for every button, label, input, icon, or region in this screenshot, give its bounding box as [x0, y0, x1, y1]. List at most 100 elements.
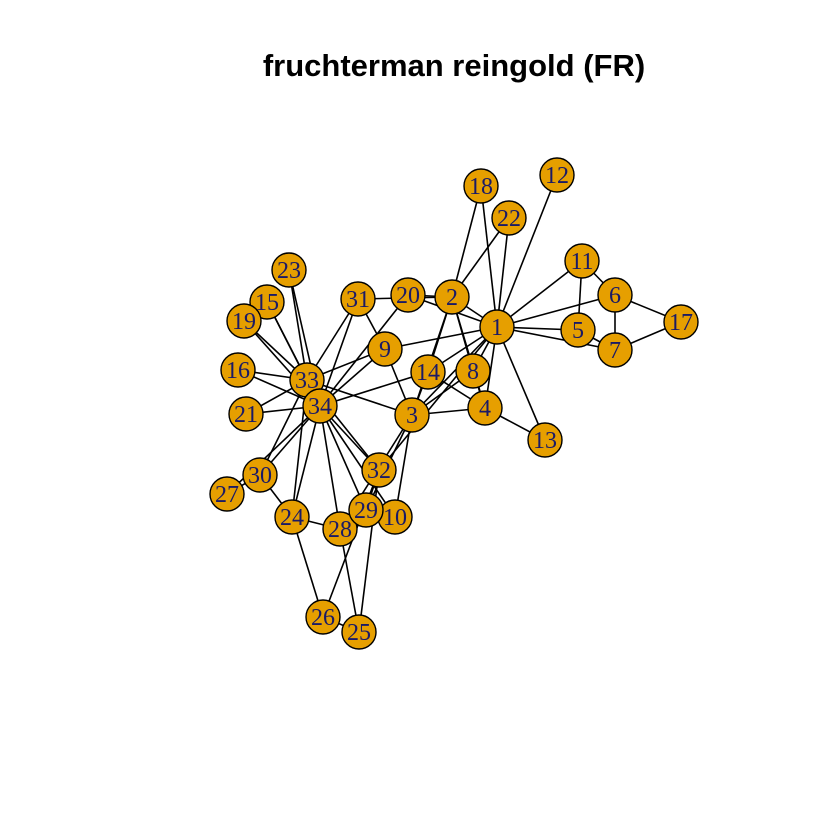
node-circle: [340, 281, 376, 317]
edge-29-34: [319, 405, 367, 511]
node-22: 22: [491, 200, 527, 236]
node-label: 18: [469, 174, 493, 200]
node-circle: [560, 312, 596, 348]
node-circle: [539, 157, 575, 193]
node-label: 31: [346, 287, 370, 313]
node-circle: [242, 457, 278, 493]
node-8: 8: [455, 353, 491, 389]
node-23: 23: [271, 252, 307, 288]
node-label: 34: [308, 394, 332, 420]
node-7: 7: [597, 332, 633, 368]
node-circle: [564, 243, 600, 279]
node-label: 9: [379, 337, 391, 363]
node-label: 23: [277, 258, 301, 284]
node-30: 30: [242, 457, 278, 493]
node-label: 29: [354, 498, 378, 524]
node-14: 14: [410, 354, 446, 390]
node-circle: [367, 331, 403, 367]
node-label: 30: [248, 463, 272, 489]
node-11: 11: [564, 243, 600, 279]
node-4: 4: [467, 390, 503, 426]
node-5: 5: [560, 312, 596, 348]
node-circle: [390, 277, 426, 313]
edge-1-32: [378, 326, 498, 471]
node-2: 2: [434, 279, 470, 315]
node-6: 6: [597, 277, 633, 313]
node-layer: 123 4567891011121314151617181920212223242…: [209, 157, 699, 650]
node-21: 21: [228, 396, 264, 432]
node-circle: [226, 303, 262, 339]
node-label: 20: [396, 283, 420, 309]
node-circle: [341, 614, 377, 650]
edge-1-13: [496, 326, 546, 441]
node-circle: [348, 492, 384, 528]
edge-1-3: [411, 326, 498, 416]
node-label: 28: [328, 517, 352, 543]
node-10: 10: [377, 499, 413, 535]
edge-1-22: [496, 217, 510, 328]
edge-23-33: [288, 269, 308, 381]
edge-20-34: [319, 294, 409, 407]
node-26: 26: [305, 599, 341, 635]
node-circle: [463, 168, 499, 204]
node-circle: [410, 354, 446, 390]
edge-1-12: [496, 174, 558, 328]
node-circle: [271, 252, 307, 288]
node-label: 26: [311, 605, 335, 631]
node-label: 21: [234, 402, 258, 428]
node-19: 19: [226, 303, 262, 339]
node-32: 32: [361, 452, 397, 488]
node-label: 5: [572, 318, 584, 344]
node-label: 8: [467, 359, 479, 385]
node-34: 34: [302, 388, 338, 424]
node-label: 12: [545, 163, 569, 189]
node-circle: [228, 396, 264, 432]
node-label: 1: [491, 315, 503, 341]
node-circle: [455, 353, 491, 389]
node-16: 16: [220, 352, 256, 388]
node-label: 24: [280, 505, 304, 531]
node-label: 17: [669, 310, 693, 336]
node-label: 19: [232, 309, 256, 335]
edge-1-18: [480, 185, 498, 328]
edge-1-6: [496, 294, 616, 328]
node-label: 14: [416, 360, 440, 386]
node-circle: [274, 499, 310, 535]
node-circle: [394, 397, 430, 433]
edge-24-34: [291, 405, 321, 518]
edge-27-34: [226, 405, 321, 495]
node-circle: [527, 422, 563, 458]
node-label: 7: [609, 338, 621, 364]
node-12: 12: [539, 157, 575, 193]
node-circle: [361, 452, 397, 488]
node-circle: [479, 309, 515, 345]
node-24: 24: [274, 499, 310, 535]
node-circle: [467, 390, 503, 426]
node-9: 9: [367, 331, 403, 367]
node-circle: [434, 279, 470, 315]
node-15: 15: [249, 284, 285, 320]
node-circle: [322, 511, 358, 547]
node-label: 16: [226, 358, 250, 384]
edge-1-11: [496, 260, 583, 328]
node-20: 20: [390, 277, 426, 313]
node-29: 29: [348, 492, 384, 528]
chart-title: fruchterman reingold (FR): [262, 48, 646, 83]
node-circle: [663, 304, 699, 340]
node-circle: [305, 599, 341, 635]
node-18: 18: [463, 168, 499, 204]
edge-1-7: [496, 326, 616, 351]
node-label: 6: [609, 283, 621, 309]
edge-14-34: [319, 371, 429, 407]
node-27: 27: [209, 476, 245, 512]
node-28: 28: [322, 511, 358, 547]
node-33: 33: [289, 362, 325, 398]
node-label: 3: [406, 403, 418, 429]
node-circle: [597, 332, 633, 368]
node-circle: [220, 352, 256, 388]
edge-3-33: [306, 379, 413, 416]
node-13: 13: [527, 422, 563, 458]
node-label: 2: [446, 285, 458, 311]
node-label: 22: [497, 206, 521, 232]
